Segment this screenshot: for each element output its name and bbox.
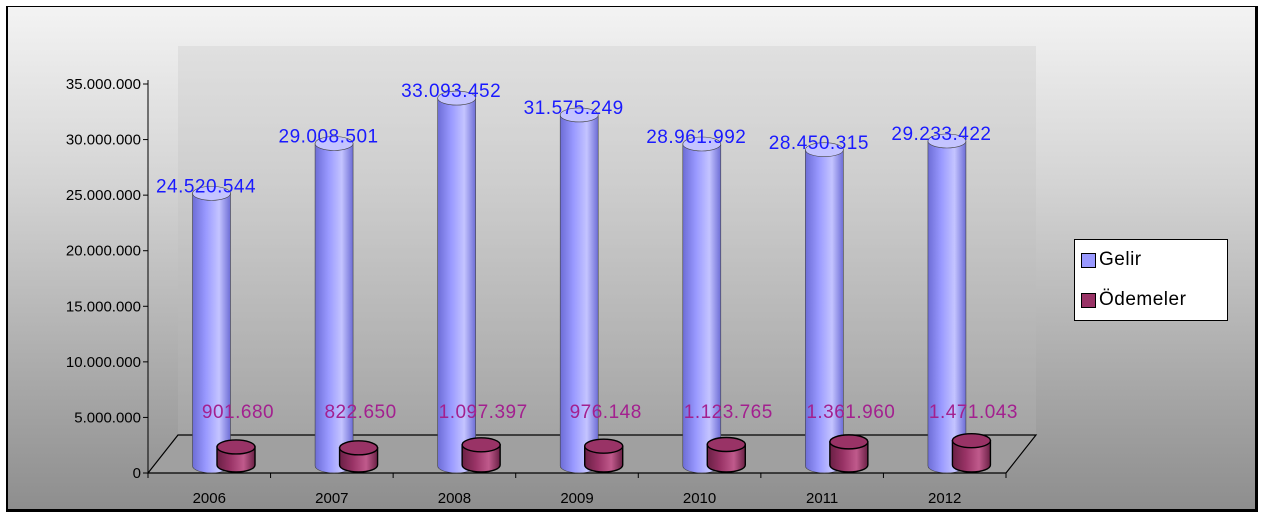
bar-odemeler-top [216, 439, 256, 455]
y-tick-label: 35.000.000 [66, 76, 141, 93]
data-label-gelir: 33.093.452 [401, 81, 501, 102]
data-label-gelir: 29.233.422 [891, 124, 991, 145]
bar-odemeler-top [706, 436, 746, 453]
legend-label-odemeler: Ödemeler [1099, 289, 1187, 310]
bar-odemeler-body [706, 443, 746, 473]
bar-gelir-2010-top [682, 136, 722, 152]
bar-gelir-2011-body [805, 149, 844, 474]
bar-gelir-2009 [559, 107, 599, 474]
bar-gelir-2008-top [437, 90, 476, 106]
data-label-gelir: 31.575.249 [524, 98, 624, 119]
bar-odemeler-2011 [829, 434, 869, 473]
data-label-gelir: 24.520.544 [156, 176, 256, 197]
bar-gelir-2010 [682, 136, 722, 474]
data-label-odemeler: 976.148 [570, 402, 642, 423]
bar-odemeler-2009 [584, 438, 624, 473]
legend-item-odemeler: Ödemeler [1081, 288, 1186, 312]
data-label-odemeler: 901.680 [202, 402, 274, 423]
bar-odemeler-2010 [706, 436, 746, 473]
legend-item-gelir: Gelir [1081, 248, 1142, 272]
bar-gelir-2009-top [559, 107, 599, 123]
bar-gelir-2007-top [314, 136, 354, 151]
y-tick-label: 10.000.000 [66, 354, 141, 371]
bar-odemeler-top [829, 434, 869, 450]
bar-gelir-2012-body [927, 140, 967, 474]
chart-axes: 0 5.000.000 10.000.000 15.000.000 20.000.000… [66, 76, 1007, 507]
x-tick-label: 2010 [683, 490, 716, 507]
bar-odemeler-body [951, 439, 992, 473]
bar-odemeler-body [829, 441, 869, 473]
data-label-gelir: 28.961.992 [646, 127, 746, 148]
bar-odemeler-2008 [461, 437, 501, 473]
bar-odemeler-top [584, 438, 624, 454]
bar-gelir-2012-top [927, 133, 967, 149]
bar-odemeler-2007 [338, 440, 379, 473]
bar-gelir-2010-body [682, 143, 722, 474]
x-tick-label: 2011 [806, 490, 838, 507]
y-tick-label: 30.000.000 [66, 132, 141, 149]
legend: Gelir Ödemeler [1074, 239, 1228, 321]
y-tick-label: 5.000.000 [74, 409, 141, 426]
data-label-odemeler: 1.471.043 [929, 402, 1018, 423]
y-tick-label: 15.000.000 [66, 298, 141, 315]
bar-gelir-2006-top [192, 186, 231, 201]
x-tick-label: 2012 [928, 490, 961, 507]
bar-gelir-2007-body [314, 143, 354, 474]
y-tick-label: 0 [133, 465, 141, 482]
bar-odemeler-top [461, 437, 501, 453]
bar-gelir-2011 [805, 142, 844, 474]
chart-marks [192, 90, 992, 474]
y-tick-label: 20.000.000 [66, 243, 141, 260]
x-tick-label: 2007 [315, 490, 348, 507]
bar-odemeler-top [338, 440, 379, 456]
bar-gelir-2006-body [192, 193, 231, 474]
bar-gelir-2011-top [805, 142, 844, 157]
data-label-odemeler: 822.650 [324, 402, 396, 423]
bar-odemeler-2006 [216, 439, 256, 473]
data-label-odemeler: 1.097.397 [439, 402, 528, 423]
legend-swatch-odemeler [1081, 292, 1096, 308]
y-tick-label: 25.000.000 [66, 187, 141, 204]
x-tick-label: 2009 [560, 490, 593, 507]
bar-gelir-2006 [192, 186, 231, 474]
data-label-gelir: 28.450.315 [769, 133, 869, 154]
data-label-odemeler: 1.123.765 [684, 402, 773, 423]
x-tick-label: 2006 [193, 490, 226, 507]
bar-odemeler-top [951, 432, 992, 449]
data-label-gelir: 29.008.501 [279, 127, 379, 148]
chart-data-labels: 24.520.544 901.680 29.008.501 822.650 33.093… [156, 81, 1018, 423]
data-label-odemeler: 1.361.960 [806, 402, 895, 423]
legend-label-gelir: Gelir [1099, 249, 1142, 270]
bar-gelir-2012 [927, 133, 967, 474]
bar-odemeler-2012 [951, 432, 992, 473]
x-tick-label: 2008 [438, 490, 471, 507]
legend-swatch-gelir [1081, 252, 1096, 268]
